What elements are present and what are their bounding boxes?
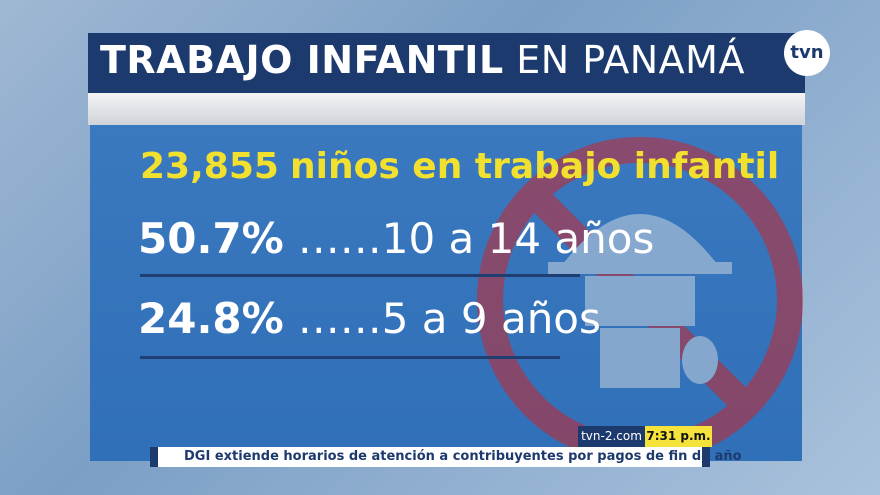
face: [585, 276, 695, 326]
title: TRABAJO INFANTIL EN PANAMÁ: [100, 38, 745, 82]
age-range: 10 a 14 años: [381, 214, 655, 263]
ticker-site: tvn-2.com: [578, 426, 645, 447]
row: 50.7% ……10 a 14 años: [138, 214, 654, 263]
rule: [140, 356, 560, 359]
headline-text: niños en trabajo infantil: [290, 146, 780, 187]
ticker-time: 7:31 p.m.: [645, 426, 712, 447]
rule: [140, 274, 580, 277]
title-bar: [88, 33, 805, 93]
percent: 50.7%: [138, 214, 284, 263]
age-range: 5 a 9 años: [381, 294, 601, 343]
dots: ……: [297, 214, 382, 263]
shovel: [682, 336, 718, 384]
body: [600, 328, 680, 388]
helmet-brim: [548, 262, 732, 274]
ticker-text: DGI extiende horarios de atención a cont…: [150, 447, 742, 467]
sub-bar: [88, 93, 805, 125]
title-bold: TRABAJO INFANTIL: [100, 38, 504, 82]
title-light: EN PANAMÁ: [516, 38, 745, 82]
logo: tvn: [784, 30, 830, 76]
headline-number: 23,855: [140, 146, 279, 187]
helmet: [560, 214, 720, 268]
percent: 24.8%: [138, 294, 284, 343]
dots: ……: [297, 294, 382, 343]
row: 24.8% ……5 a 9 años: [138, 294, 601, 343]
